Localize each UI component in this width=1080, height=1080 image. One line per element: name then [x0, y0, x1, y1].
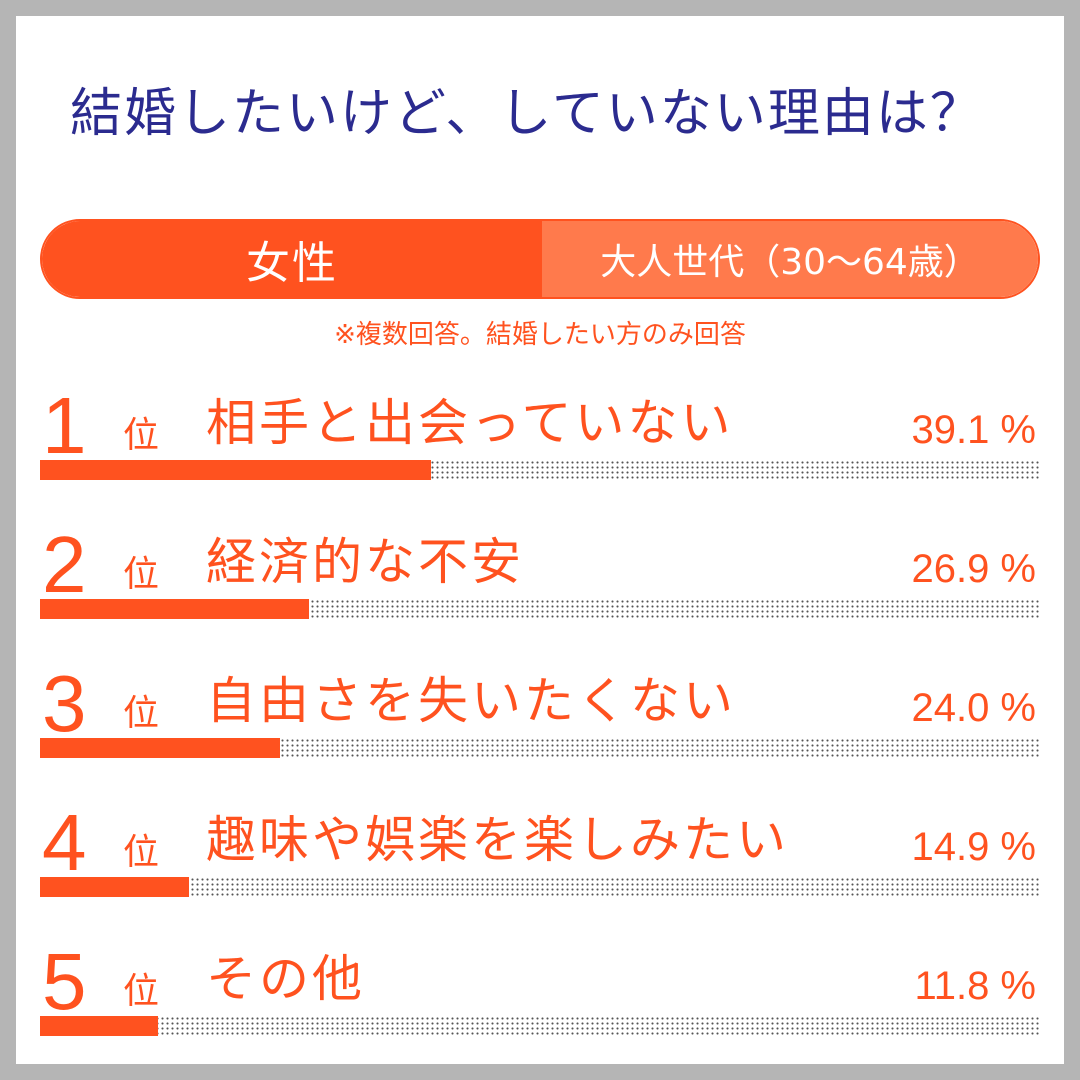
rank-suffix: 位 — [123, 693, 160, 734]
data-label: 24.0 % — [911, 686, 1036, 730]
chart-title: 結婚したいけど、していない理由は？ — [70, 84, 984, 144]
bar — [40, 738, 280, 758]
bar-track — [40, 1016, 1040, 1036]
bar — [40, 877, 189, 897]
bar — [40, 599, 309, 619]
bar — [40, 460, 431, 480]
rank-row: 5 位その他 11.8 % — [16, 942, 1064, 1052]
bar-track — [40, 738, 1040, 758]
category-label: 経済的な不安 — [206, 533, 524, 591]
data-label: 14.9 % — [911, 825, 1036, 869]
rank-number: 2 — [42, 520, 87, 609]
gender-label: 女性 — [42, 221, 542, 297]
rank-row: 4 位趣味や娯楽を楽しみたい 14.9 % — [16, 803, 1064, 913]
bar — [40, 1016, 158, 1036]
bar-track — [40, 599, 1040, 619]
rank-row: 1 位相手と出会っていない 39.1 % — [16, 386, 1064, 496]
segment-header: 女性 大人世代（30〜64歳） — [40, 219, 1040, 299]
rank-number: 1 — [42, 381, 87, 470]
rank-suffix: 位 — [123, 415, 160, 456]
data-label: 11.8 % — [914, 964, 1036, 1008]
rank-suffix: 位 — [123, 832, 160, 873]
age-group-label: 大人世代（30〜64歳） — [542, 221, 1038, 297]
rank-number: 4 — [42, 798, 87, 887]
rank-suffix: 位 — [123, 554, 160, 595]
survey-note: ※複数回答。結婚したい方のみ回答 — [334, 320, 746, 350]
data-label: 26.9 % — [911, 547, 1036, 591]
category-label: 趣味や娯楽を楽しみたい — [206, 811, 789, 869]
bar-track — [40, 460, 1040, 480]
rank-suffix: 位 — [123, 971, 160, 1012]
rank-row: 2 位経済的な不安 26.9 % — [16, 525, 1064, 635]
rank-number: 5 — [42, 937, 87, 1026]
rank-number: 3 — [42, 659, 87, 748]
data-label: 39.1 % — [911, 408, 1036, 452]
category-label: その他 — [206, 950, 365, 1008]
category-label: 自由さを失いたくない — [206, 672, 736, 730]
category-label: 相手と出会っていない — [206, 394, 734, 452]
infographic-card: 結婚したいけど、していない理由は？ 女性 大人世代（30〜64歳） ※複数回答。… — [16, 16, 1064, 1064]
rank-row: 3 位自由さを失いたくない 24.0 % — [16, 664, 1064, 774]
bar-track — [40, 877, 1040, 897]
